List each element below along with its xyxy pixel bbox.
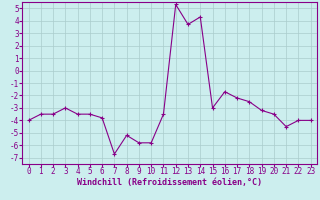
X-axis label: Windchill (Refroidissement éolien,°C): Windchill (Refroidissement éolien,°C) [77, 178, 262, 187]
